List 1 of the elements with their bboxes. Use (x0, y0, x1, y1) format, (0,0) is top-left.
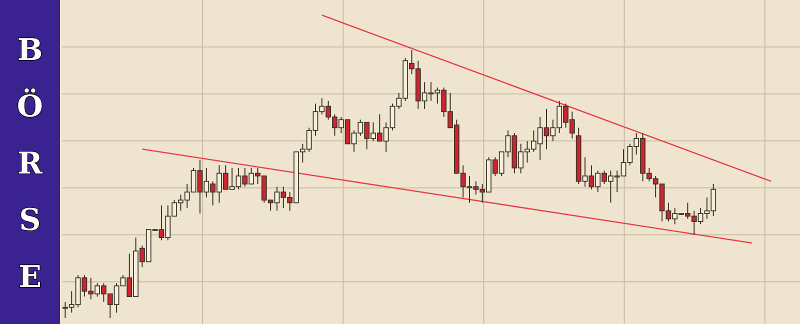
text: BÖRSE (16, 32, 44, 295)
